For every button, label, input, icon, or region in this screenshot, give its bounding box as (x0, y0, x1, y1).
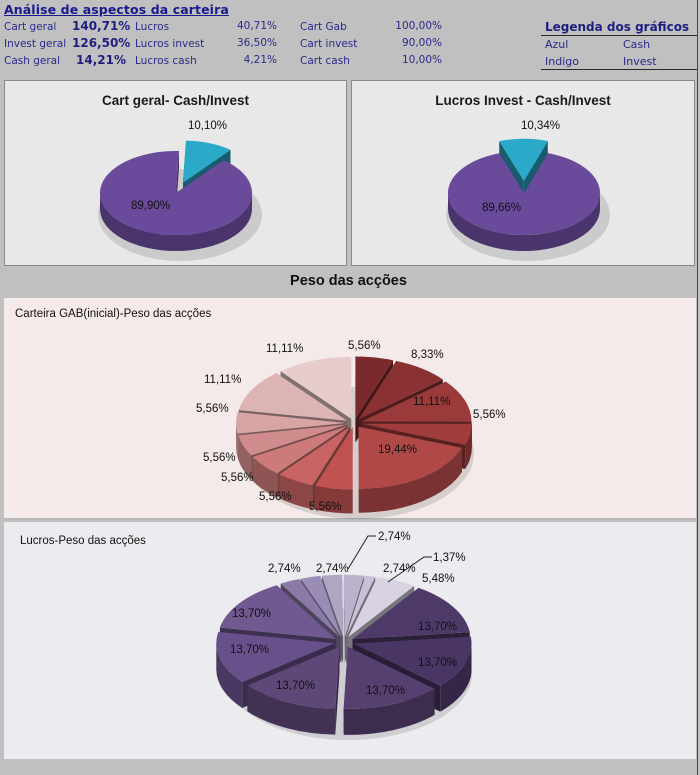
data-label: 2,74% (316, 563, 349, 575)
stat-value: 126,50% (72, 36, 131, 50)
stat-value: 36,50% (236, 37, 277, 49)
chart-title: Carteira GAB(inicial)-Peso das acções (15, 308, 212, 320)
stat-label: Cart Gab (300, 21, 347, 33)
window-right-edge (697, 0, 700, 775)
pie-slice (315, 427, 353, 514)
data-label: 5,48% (422, 573, 455, 585)
section-title: Peso das acções (290, 273, 407, 289)
legend-row-cash: Azul Cash (541, 36, 697, 53)
legend-meaning: Cash (623, 38, 651, 51)
data-label: 89,66% (482, 202, 521, 214)
data-label: 5,56% (348, 340, 381, 352)
legend-row-invest: Indigo Invest (541, 53, 697, 70)
stat-value: 140,71% (72, 19, 131, 33)
legend-title: Legenda dos gráficos (541, 18, 697, 36)
data-label: 5,56% (203, 452, 236, 464)
data-label: 1,37% (433, 552, 466, 564)
stat-value: 14,21% (76, 53, 126, 67)
stat-label: Cart geral (4, 21, 57, 33)
chart-carteira-gab[interactable]: Carteira GAB(inicial)-Peso das acções 5,… (4, 298, 696, 520)
data-label: 13,70% (232, 608, 271, 620)
legend-color-name: Indigo (545, 55, 579, 68)
stat-value: 90,00% (401, 37, 442, 49)
data-label: 5,56% (473, 409, 506, 421)
chart-legend: Legenda dos gráficos Azul Cash Indigo In… (541, 18, 697, 70)
stat-value: 100,00% (395, 20, 442, 32)
data-label: 13,70% (418, 621, 457, 633)
chart-cart-geral[interactable]: Cart geral- Cash/Invest 10,10% 89,90% (4, 80, 347, 266)
stat-label: Cart cash (300, 55, 350, 67)
stat-label: Invest geral (4, 38, 67, 50)
pie-slice (343, 646, 435, 735)
pie-slice (358, 426, 462, 513)
summary-title[interactable]: Análise de aspectos da carteira (4, 2, 229, 17)
stat-value: 4,21% (243, 54, 277, 66)
legend-meaning: Invest (623, 55, 657, 68)
chart-title: Cart geral- Cash/Invest (101, 93, 250, 108)
stat-label: Cart invest (300, 38, 358, 50)
data-label: 10,34% (521, 120, 560, 132)
data-label: 11,11% (266, 343, 303, 355)
data-label: 2,74% (268, 563, 301, 575)
data-label: 11,11% (413, 396, 450, 408)
data-label: 19,44% (378, 444, 417, 456)
data-label: 5,56% (309, 501, 342, 513)
data-label: 11,11% (204, 374, 241, 386)
pie-chart-cart-geral: 10,10% 89,90% (98, 120, 262, 261)
pie-slice (247, 646, 340, 735)
stat-value: 40,71% (236, 20, 277, 32)
data-label: 5,56% (259, 491, 292, 503)
chart-lucros-peso[interactable]: Lucros-Peso das acções 2,74% 2,74% 1,37% 5,… (4, 522, 696, 759)
legend-color-name: Azul (545, 38, 569, 51)
stat-label: Lucros (135, 21, 170, 33)
data-label: 5,56% (196, 403, 229, 415)
data-label: 13,70% (366, 685, 405, 697)
pie-slice (447, 153, 600, 251)
data-label: 8,33% (411, 349, 444, 361)
pie-slice (100, 151, 253, 251)
pie-chart-carteira-gab: 5,56% 8,33% 11,11% 5,56% 19,44% 5,56% 5,56% 5,5… (196, 340, 506, 519)
data-label: 13,70% (230, 644, 269, 656)
chart-title: Lucros-Peso das acções (20, 535, 146, 547)
stat-label: Cash geral (4, 55, 61, 67)
chart-title: Lucros Invest - Cash/Invest (435, 93, 611, 108)
chart-lucros-invest[interactable]: Lucros Invest - Cash/Invest 10,34% 89,66% (351, 80, 695, 266)
pie-chart-lucros-invest: 10,34% 89,66% (446, 120, 610, 261)
data-label: 2,74% (383, 563, 416, 575)
pie-chart-lucros-peso: 2,74% 2,74% 1,37% 5,48% 13,70% 13,70% 13,70% 13… (216, 531, 472, 740)
data-label: 13,70% (276, 680, 315, 692)
data-label: 89,90% (131, 200, 170, 212)
data-label: 10,10% (188, 120, 227, 132)
stat-label: Lucros invest (135, 38, 205, 50)
stat-label: Lucros cash (135, 55, 197, 67)
portfolio-summary: Análise de aspectos da carteira Cart ger… (0, 0, 697, 76)
data-label: 2,74% (378, 531, 411, 543)
data-label: 5,56% (221, 472, 254, 484)
stat-value: 10,00% (401, 54, 442, 66)
data-label: 13,70% (418, 657, 457, 669)
